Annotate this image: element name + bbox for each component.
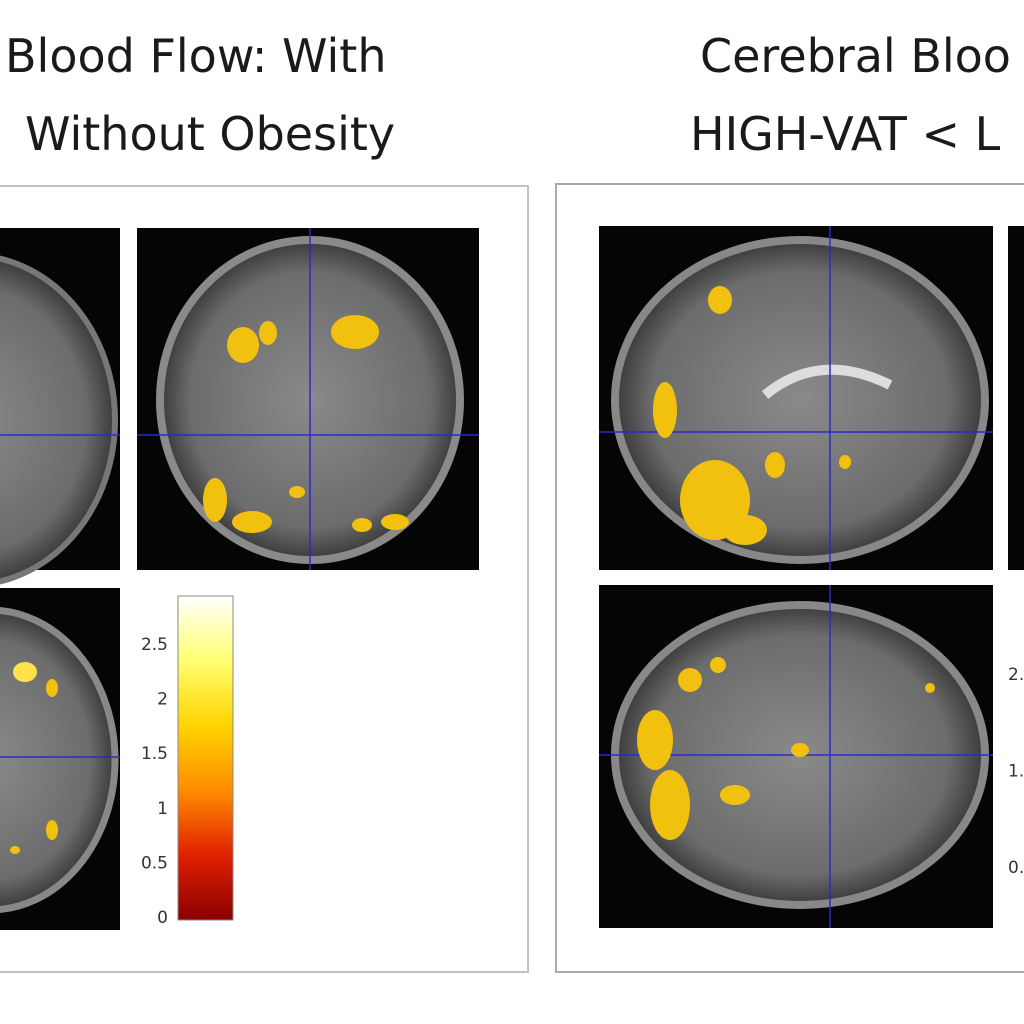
scan-sagittal-left [0, 228, 120, 585]
colorbar-tick-label: 1. [1008, 762, 1024, 782]
scan-partial [1008, 226, 1024, 570]
colorbar-tick-label: 0. [1008, 858, 1024, 878]
scan-sagittal-right [599, 226, 993, 570]
colorbar-tick-label: 0.5 [141, 853, 168, 873]
left-title-line: Blood Flow: With [5, 29, 387, 83]
colorbar [177, 595, 234, 921]
colorbar-tick-label: 2.5 [141, 635, 168, 655]
scan-axial-left [0, 588, 120, 930]
colorbar-tick-label: 1 [157, 799, 168, 819]
right-title-line: Cerebral Bloo [700, 29, 1011, 83]
colorbar-tick-label: 0 [157, 908, 168, 928]
colorbar-tick-label: 2 [157, 690, 168, 710]
scan-axial-right [599, 585, 993, 928]
colorbar-tick-label: 2. [1008, 665, 1024, 685]
right-title-line: HIGH-VAT < L [690, 107, 1001, 161]
scan-coronal-left [137, 228, 479, 570]
colorbar-tick-label: 1.5 [141, 744, 168, 764]
left-title-line: Without Obesity [25, 107, 395, 161]
